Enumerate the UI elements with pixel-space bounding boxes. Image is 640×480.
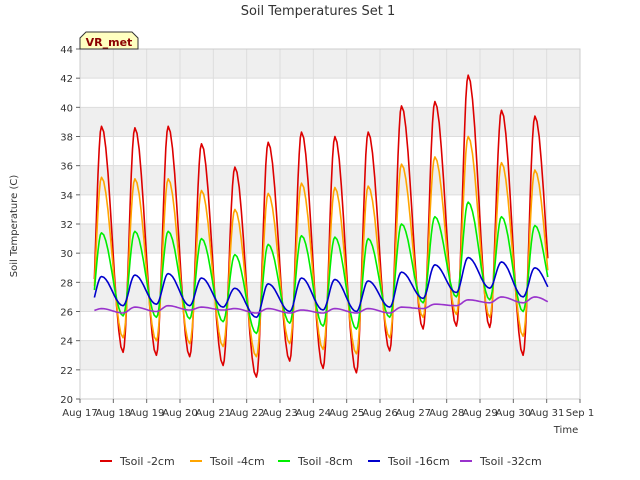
x-tick-label: Aug 29 xyxy=(462,408,497,419)
series-line-tsoil16cm xyxy=(93,256,549,319)
y-tick-label: 28 xyxy=(60,278,73,289)
legend-label: Tsoil -16cm xyxy=(387,455,450,468)
x-tick-label: Aug 27 xyxy=(396,408,431,419)
y-axis-label: Soil Temperature (C) xyxy=(9,175,20,278)
y-tick-label: 32 xyxy=(60,220,73,231)
y-tick-label: 36 xyxy=(60,162,73,173)
x-tick-label: Aug 30 xyxy=(496,408,531,419)
grid-band xyxy=(80,49,580,79)
badge-label: VR_met xyxy=(86,36,133,49)
x-tick-label: Aug 19 xyxy=(129,408,164,419)
y-tick-label: 24 xyxy=(60,337,73,348)
y-tick-label: 44 xyxy=(60,45,73,56)
legend-label: Tsoil -32cm xyxy=(479,455,542,468)
x-tick-label: Aug 26 xyxy=(362,408,397,419)
grid-band xyxy=(80,107,580,137)
x-tick-label: Aug 21 xyxy=(196,408,231,419)
y-tick-label: 30 xyxy=(60,249,73,260)
x-tick-label: Aug 23 xyxy=(262,408,297,419)
x-tick-label: Aug 24 xyxy=(296,408,331,419)
x-tick-label: Aug 22 xyxy=(229,408,264,419)
vr-met-badge: VR_met xyxy=(79,31,139,50)
series-line-tsoil32cm xyxy=(94,296,549,314)
series-lines xyxy=(93,74,549,378)
y-tick-label: 42 xyxy=(60,74,73,85)
y-tick-label: 22 xyxy=(60,366,73,377)
badge-shape xyxy=(79,31,139,50)
x-tick-label: Aug 20 xyxy=(162,408,197,419)
y-tick-label: 40 xyxy=(60,103,73,114)
series-line-tsoil4cm xyxy=(93,135,549,358)
x-tick-label: Aug 18 xyxy=(96,408,131,419)
x-tick-label: Sep 1 xyxy=(566,408,594,419)
chart-title: Soil Temperatures Set 1 xyxy=(241,4,396,19)
y-tick-label: 20 xyxy=(60,395,73,406)
y-tick-label: 34 xyxy=(60,191,73,202)
y-tick-label: 26 xyxy=(60,308,73,319)
series-line-tsoil8cm xyxy=(93,201,549,335)
x-tick-label: Aug 28 xyxy=(429,408,464,419)
legend: Tsoil -2cm Tsoil -4cm Tsoil -8cm Tsoil -16c… xyxy=(100,455,542,468)
series-line-tsoil2cm xyxy=(93,74,549,378)
x-tick-label: Aug 17 xyxy=(62,408,97,419)
y-axis-ticks: 20 22 24 26 28 30 32 34 36 38 40 42 44 xyxy=(60,45,80,406)
legend-label: Tsoil -4cm xyxy=(209,455,265,468)
y-tick-label: 38 xyxy=(60,133,73,144)
legend-label: Tsoil -8cm xyxy=(297,455,353,468)
x-axis-label: Time xyxy=(553,425,578,436)
legend-label: Tsoil -2cm xyxy=(119,455,175,468)
grid-band xyxy=(80,340,580,370)
x-tick-label: Aug 31 xyxy=(529,408,564,419)
x-tick-label: Aug 25 xyxy=(329,408,364,419)
